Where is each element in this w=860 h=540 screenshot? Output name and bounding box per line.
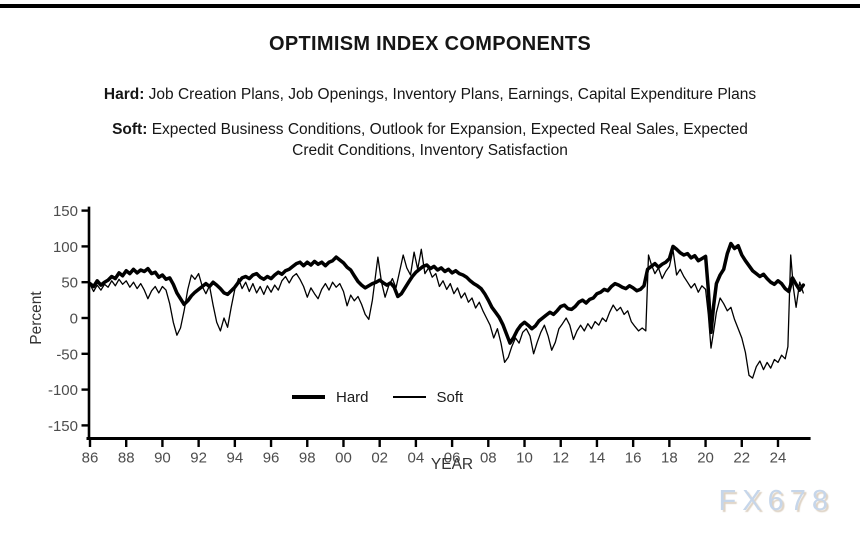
svg-text:0: 0: [70, 311, 78, 328]
fx678-watermark: FX678: [718, 485, 834, 517]
svg-text:150: 150: [53, 203, 78, 220]
hard-components-text: Job Creation Plans, Job Openings, Invent…: [148, 86, 757, 103]
hard-label: Hard:: [103, 86, 145, 103]
svg-text:00: 00: [335, 450, 352, 467]
y-axis-label: Percent: [28, 291, 45, 345]
soft-label: Soft:: [112, 121, 148, 138]
legend-label-soft: Soft: [436, 388, 464, 406]
x-axis-label: YEAR: [430, 456, 474, 473]
svg-text:50: 50: [61, 275, 78, 292]
svg-text:90: 90: [154, 450, 171, 467]
svg-text:14: 14: [589, 450, 606, 467]
svg-text:88: 88: [118, 450, 135, 467]
svg-text:92: 92: [190, 450, 207, 467]
chart-legend: Hard Soft: [292, 388, 487, 406]
svg-text:10: 10: [516, 450, 533, 467]
svg-text:06: 06: [444, 450, 461, 467]
hard-series-line-sample: [292, 394, 325, 400]
svg-text:100: 100: [53, 239, 78, 256]
soft-components-text-line1: Expected Business Conditions, Outlook fo…: [151, 121, 748, 138]
svg-text:12: 12: [552, 450, 569, 467]
svg-text:18: 18: [661, 450, 678, 467]
svg-text:-150: -150: [48, 418, 78, 435]
svg-text:02: 02: [371, 450, 388, 467]
soft-components-description: Soft: Expected Business Conditions, Outl…: [55, 119, 805, 161]
svg-text:-100: -100: [48, 382, 78, 399]
legend-label-hard: Hard: [336, 388, 369, 406]
svg-text:16: 16: [625, 450, 642, 467]
svg-text:94: 94: [226, 450, 243, 467]
svg-text:98: 98: [299, 450, 316, 467]
hard-components-description: Hard: Job Creation Plans, Job Openings, …: [10, 84, 850, 105]
svg-text:22: 22: [733, 450, 750, 467]
page-title: OPTIMISM INDEX COMPONENTS: [269, 33, 591, 55]
svg-text:20: 20: [697, 450, 714, 467]
svg-text:-50: -50: [56, 346, 78, 363]
svg-text:86: 86: [82, 450, 99, 467]
soft-components-text-line2: Credit Conditions, Inventory Satisfactio…: [292, 142, 568, 159]
soft-series-line-sample: [392, 396, 426, 398]
svg-text:24: 24: [770, 450, 787, 467]
top-border-rule: [0, 4, 860, 8]
svg-text:04: 04: [408, 450, 425, 467]
svg-text:96: 96: [263, 450, 280, 467]
svg-text:08: 08: [480, 450, 497, 467]
